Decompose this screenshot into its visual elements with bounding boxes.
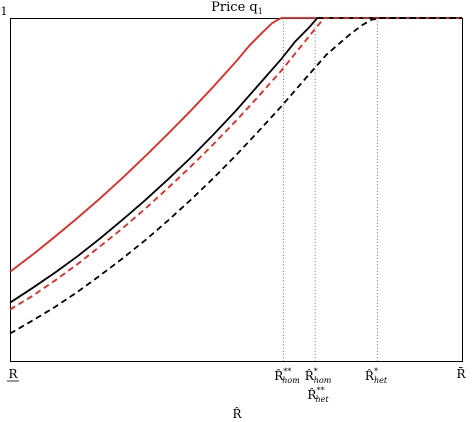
marker-label-r-het-2star-sup: **	[316, 386, 324, 395]
marker-label-r-het-1star: R̂* het	[365, 367, 388, 385]
marker-label-r-hom-1star: R̂* hom	[305, 367, 332, 385]
marker-label-r-hom-2star: R̂** hom	[274, 367, 300, 385]
series-line-4	[9, 17, 462, 335]
chart-title-subscript: 1	[258, 7, 263, 16]
marker-label-r-het-1star-sup: *	[374, 367, 378, 376]
series-line-2	[9, 17, 462, 304]
marker-label-r-hom-1star-sup: *	[314, 367, 318, 376]
plot-frame	[10, 18, 463, 362]
marker-label-r-het-1star-base: R̂	[365, 368, 375, 383]
series-line-3	[9, 17, 462, 311]
y-tick-label-1: 1	[1, 5, 8, 18]
marker-label-r-hom-1star-sub: hom	[314, 376, 332, 385]
series-line-1	[9, 17, 462, 273]
marker-guides	[283, 18, 378, 361]
chart-title-main: Price q	[211, 0, 258, 15]
marker-label-r-hom-2star-sup: **	[283, 367, 291, 376]
chart-title: Price q1	[211, 0, 263, 16]
marker-label-r-het-1star-sub: het	[374, 376, 388, 385]
x-tick-right-label: R̄	[456, 366, 466, 381]
series-group	[9, 17, 462, 335]
marker-label-r-het-2star-base: R̂	[307, 387, 317, 402]
x-tick-left-label: R	[8, 367, 18, 381]
x-axis-label: R̂	[232, 406, 242, 421]
marker-label-r-het-2star: R̂** het	[307, 386, 329, 404]
marker-label-r-hom-1star-base: R̂	[305, 368, 315, 383]
marker-label-r-hom-2star-base: R̂	[274, 368, 284, 383]
marker-label-r-hom-2star-sub: hom	[282, 376, 300, 385]
x-tick-left: R	[7, 367, 19, 382]
marker-label-r-het-2star-sub: het	[315, 395, 329, 404]
